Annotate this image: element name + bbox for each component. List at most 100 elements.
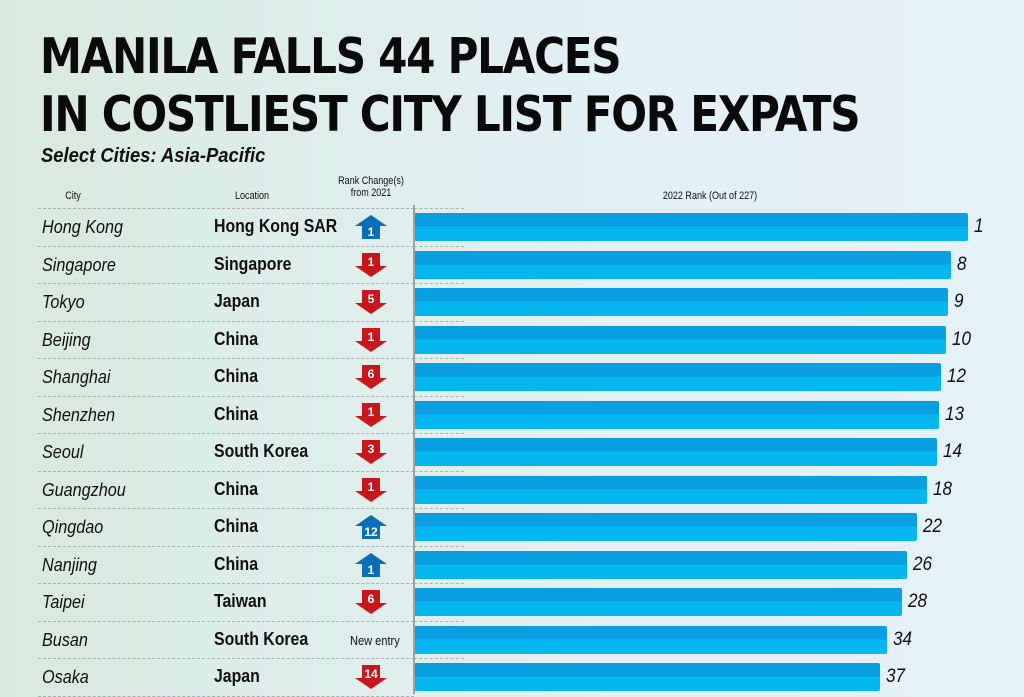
table-row: Taipei Taiwan 6 (38, 583, 414, 621)
city-name: Shenzhen (42, 404, 115, 425)
table-row: Hong Kong Hong Kong SAR 1 (38, 208, 414, 246)
city-name: Busan (42, 629, 88, 650)
rank-value: 10 (952, 328, 972, 350)
city-name: Taipei (42, 592, 85, 612)
arrow-down-icon: 1 (354, 402, 388, 428)
rank-change-value: 12 (364, 525, 378, 539)
arrow-down-icon: 14 (354, 664, 388, 690)
header-rank-change: Rank Change(s) from 2021 (334, 175, 408, 199)
arrow-down-icon: 6 (354, 589, 388, 615)
table-row: Shanghai China 6 (38, 358, 414, 396)
city-name: Beijing (42, 329, 91, 350)
bar-row: 34 (415, 622, 947, 659)
city-name: Hong Kong (42, 217, 124, 237)
bar-row: 18 (415, 472, 987, 509)
rank-bar (415, 363, 941, 391)
city-name: Seoul (42, 442, 84, 462)
bar-row: 13 (415, 397, 999, 434)
rank-bar (415, 438, 937, 466)
location-name: China (214, 478, 259, 499)
table-row: Nanjing China 1 (38, 545, 414, 584)
rank-value: 34 (893, 628, 913, 650)
row-divider (38, 695, 414, 697)
rank-bar (415, 288, 948, 316)
rank-change-value: 1 (367, 225, 375, 239)
chart-title: MANILA FALLS 44 PLACES IN COSTLIEST CITY… (40, 28, 861, 144)
arrow-up-icon: 1 (354, 214, 388, 240)
location-name: South Korea (214, 628, 309, 649)
location-name: Japan (214, 291, 260, 311)
rank-bar (415, 213, 968, 241)
row-divider (414, 658, 464, 659)
table-row: Shenzhen China 1 (38, 395, 414, 434)
bar-row: 1 (415, 209, 1024, 246)
rank-value: 8 (957, 253, 967, 275)
chart-title-line2: IN COSTLIEST CITY LIST FOR EXPATS (40, 86, 861, 143)
bar-row: 37 (415, 659, 940, 696)
table-row: Qingdao China 12 (38, 508, 414, 546)
rank-change-value: 1 (367, 404, 375, 419)
rank-value: 26 (913, 553, 933, 575)
row-divider (414, 358, 464, 359)
rank-change-value: 3 (367, 442, 375, 456)
rank-value: 37 (886, 666, 906, 687)
rank-change-value: 14 (364, 667, 378, 681)
rank-bar (415, 663, 880, 691)
table-row: Beijing China 1 (38, 320, 414, 359)
rank-change-value: 5 (367, 292, 375, 306)
location-name: Taiwan (214, 591, 267, 611)
rank-change-value: 1 (367, 254, 375, 269)
table-row: Busan South Korea New entry (38, 620, 414, 659)
arrow-up-icon: 1 (354, 552, 388, 578)
rank-bar (415, 588, 902, 616)
arrow-down-icon: 3 (354, 439, 388, 465)
chart-title-line1: MANILA FALLS 44 PLACES (40, 28, 622, 85)
location-name: South Korea (214, 441, 309, 461)
row-divider (414, 508, 464, 509)
header-rank-change-line2: from 2021 (350, 187, 392, 199)
new-entry-label: New entry (350, 632, 400, 648)
chart-subtitle: Select Cities: Asia-Pacific (41, 145, 266, 167)
header-rank-change-line1: Rank Change(s) (338, 175, 404, 187)
row-divider (414, 245, 464, 247)
rank-bar (415, 325, 946, 354)
bar-row: 12 (415, 359, 1001, 396)
row-divider (414, 433, 464, 434)
rank-bar (415, 513, 917, 541)
rank-change-value: 1 (367, 329, 375, 344)
rank-bar (415, 400, 939, 429)
table-row: Singapore Singapore 1 (38, 245, 414, 284)
bar-axis-line (413, 205, 415, 694)
header-city: City (65, 190, 81, 202)
location-name: Japan (214, 666, 260, 686)
row-divider (414, 583, 464, 584)
arrow-down-icon: 6 (354, 364, 388, 390)
arrow-down-icon: 1 (354, 477, 388, 503)
rank-bar (415, 250, 951, 279)
location-name: China (214, 366, 259, 386)
city-name: Singapore (42, 254, 116, 275)
rank-value: 9 (954, 291, 964, 312)
city-name: Qingdao (42, 517, 104, 537)
table-row: Tokyo Japan 5 (38, 283, 414, 321)
row-divider (414, 395, 464, 397)
rank-bar (415, 625, 887, 654)
row-divider (414, 320, 464, 322)
table-row: Guangzhou China 1 (38, 470, 414, 509)
bar-row: 26 (415, 547, 967, 584)
bar-row: 28 (415, 584, 962, 621)
row-divider (414, 283, 464, 284)
row-divider (414, 208, 464, 209)
rank-change-value: 6 (367, 367, 375, 381)
city-name: Tokyo (42, 292, 85, 312)
row-divider (414, 470, 464, 472)
row-divider (414, 545, 464, 547)
table-row: Seoul South Korea 3 (38, 433, 414, 471)
location-name: China (214, 516, 259, 536)
city-name: Nanjing (42, 554, 97, 575)
header-2022-rank: 2022 Rank (Out of 227) (662, 190, 758, 202)
location-name: Singapore (214, 253, 292, 274)
rank-change-value: 6 (367, 592, 375, 606)
bar-row: 8 (415, 247, 1011, 284)
rank-change-value: 1 (367, 562, 375, 577)
